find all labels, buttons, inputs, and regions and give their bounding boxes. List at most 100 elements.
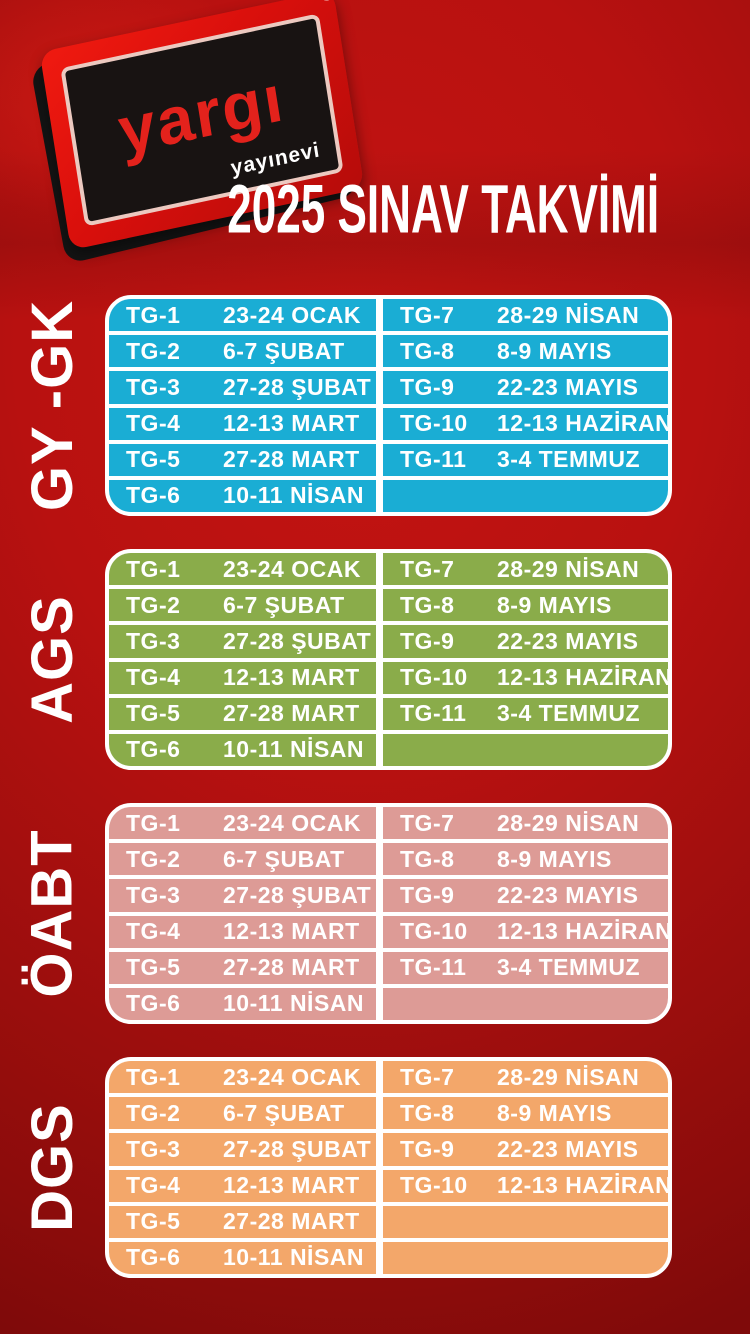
schedule-cell: TG-8 8-9 MAYIS [383,1097,668,1130]
exam-code: TG-7 [400,555,455,582]
exam-code: TG-5 [126,1208,181,1235]
section-label-text: AGS [20,595,85,724]
exam-code: TG-5 [126,954,181,981]
exam-date: 12-13 HAZİRAN [497,664,672,691]
exam-date: 12-13 MART [223,1172,360,1199]
exam-date: 12-13 HAZİRAN [497,410,672,437]
exam-code: TG-2 [126,591,181,618]
schedule-cell [383,1241,668,1274]
exam-code: TG-7 [400,809,455,836]
exam-date: 8-9 MAYIS [497,845,612,872]
exam-date: 23-24 OCAK [223,1063,361,1090]
exam-code: TG-6 [126,736,181,763]
exam-code: TG-10 [400,918,468,945]
section-dgs: DGS TG-1 23-24 OCAK TG-7 28-29 NİSAN TG-2 6-7 … [0,1057,750,1278]
section-label-text: DGS [20,1103,85,1232]
schedule-cell [383,1205,668,1238]
exam-date: 28-29 NİSAN [497,1063,640,1090]
exam-date: 28-29 NİSAN [497,809,640,836]
schedule-cell: TG-5 27-28 MART [109,1205,376,1238]
exam-date: 10-11 NİSAN [223,736,365,763]
exam-code: TG-2 [126,845,181,872]
schedule-cell: TG-3 27-28 ŞUBAT [109,1133,376,1166]
schedule-cell: TG-9 22-23 MAYIS [383,625,668,658]
schedule-cell: TG-10 12-13 HAZİRAN [383,661,672,694]
schedule-cell: TG-1 23-24 OCAK [109,553,376,586]
exam-code: TG-4 [126,918,181,945]
exam-date: 27-28 MART [223,700,360,727]
schedule-cell: TG-8 8-9 MAYIS [383,335,668,368]
schedule-table-dgs: TG-1 23-24 OCAK TG-7 28-29 NİSAN TG-2 6-7 ŞUB… [105,1057,672,1278]
section-label-text: ÖABT [20,829,86,998]
exam-date: 27-28 ŞUBAT [223,373,372,400]
schedule-cell: TG-1 23-24 OCAK [109,807,376,840]
exam-date: 8-9 MAYIS [497,591,612,618]
exam-code: TG-9 [400,881,455,908]
exam-code: TG-9 [400,627,455,654]
page-title-text: 2025 SINAV TAKVİMİ [227,170,659,248]
exam-date: 22-23 MAYIS [497,627,639,654]
schedule-cell: TG-9 22-23 MAYIS [383,1133,668,1166]
schedule-cell: TG-7 28-29 NİSAN [383,553,668,586]
exam-date: 6-7 ŞUBAT [223,591,345,618]
exam-code: TG-11 [400,700,467,727]
schedule-cell: TG-8 8-9 MAYIS [383,843,668,876]
section-label-ags: AGS [0,549,105,770]
schedule-cell: TG-2 6-7 ŞUBAT [109,1097,376,1130]
exam-code: TG-8 [400,591,455,618]
schedule-table-ags: TG-1 23-24 OCAK TG-7 28-29 NİSAN TG-2 6-7 ŞUB… [105,549,672,770]
page-title: 2025 SINAV TAKVİMİ [213,171,673,248]
exam-code: TG-2 [126,1099,181,1126]
exam-date: 12-13 HAZİRAN [497,918,672,945]
exam-date: 6-7 ŞUBAT [223,1099,345,1126]
schedule-cell: TG-11 3-4 TEMMUZ [383,443,668,476]
exam-date: 23-24 OCAK [223,809,361,836]
exam-code: TG-2 [126,337,181,364]
exam-date: 10-11 NİSAN [223,1244,365,1271]
exam-date: 10-11 NİSAN [223,990,365,1017]
exam-code: TG-6 [126,482,181,509]
schedule-cell [383,987,668,1020]
schedule-cell: TG-7 28-29 NİSAN [383,1061,668,1094]
exam-date: 12-13 HAZİRAN [497,1172,672,1199]
exam-code: TG-7 [400,1063,455,1090]
exam-date: 27-28 MART [223,1208,360,1235]
schedule-cell: TG-9 22-23 MAYIS [383,371,668,404]
exam-date: 27-28 ŞUBAT [223,881,372,908]
schedule-cell: TG-2 6-7 ŞUBAT [109,843,376,876]
schedule-cell: TG-4 12-13 MART [109,1169,376,1202]
section-label-gy-gk: GY -GK [0,295,105,516]
exam-code: TG-1 [126,809,181,836]
exam-date: 12-13 MART [223,410,360,437]
schedule-cell: TG-11 3-4 TEMMUZ [383,951,668,984]
exam-date: 6-7 ŞUBAT [223,337,345,364]
exam-code: TG-8 [400,337,455,364]
schedule-cell: TG-8 8-9 MAYIS [383,589,668,622]
exam-date: 27-28 ŞUBAT [223,627,372,654]
schedule-cell: TG-3 27-28 ŞUBAT [109,371,376,404]
schedule-cell: TG-6 10-11 NİSAN [109,1241,376,1274]
schedule-cell: TG-4 12-13 MART [109,407,376,440]
exam-date: 8-9 MAYIS [497,1099,612,1126]
exam-code: TG-9 [400,373,455,400]
exam-code: TG-4 [126,664,181,691]
exam-code: TG-7 [400,301,455,328]
schedule-cell: TG-5 27-28 MART [109,697,376,730]
schedule-cell: TG-10 12-13 HAZİRAN [383,407,672,440]
exam-code: TG-8 [400,845,455,872]
exam-date: 3-4 TEMMUZ [497,700,640,727]
exam-date: 22-23 MAYIS [497,373,639,400]
exam-code: TG-3 [126,881,181,908]
schedule-cell [383,479,668,512]
exam-schedule-sections: GY -GK TG-1 23-24 OCAK TG-7 28-29 NİSAN TG-2 6… [0,295,750,1311]
exam-date: 23-24 OCAK [223,555,361,582]
exam-code: TG-1 [126,301,181,328]
schedule-cell: TG-10 12-13 HAZİRAN [383,1169,672,1202]
exam-code: TG-9 [400,1135,455,1162]
schedule-cell: TG-4 12-13 MART [109,915,376,948]
exam-code: TG-6 [126,1244,181,1271]
exam-date: 27-28 ŞUBAT [223,1135,372,1162]
exam-date: 10-11 NİSAN [223,482,365,509]
schedule-cell: TG-4 12-13 MART [109,661,376,694]
exam-code: TG-3 [126,373,181,400]
